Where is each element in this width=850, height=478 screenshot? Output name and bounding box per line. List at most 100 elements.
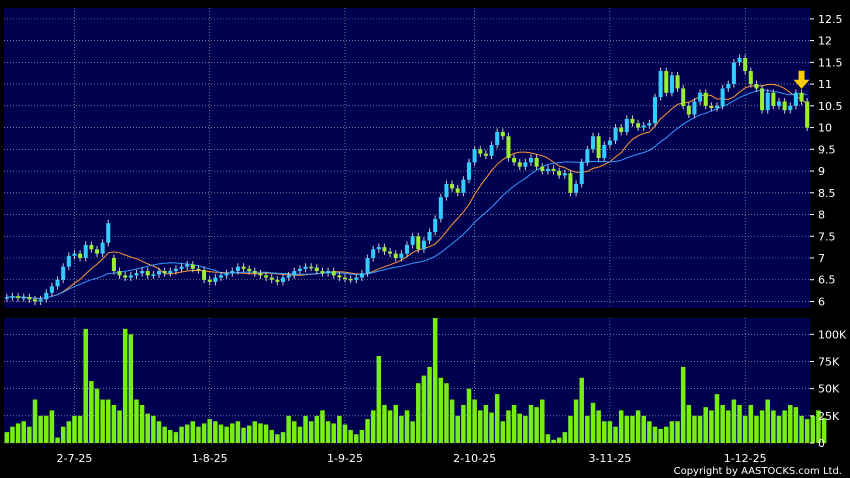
volume-bar: [190, 421, 196, 443]
volume-bar: [94, 388, 100, 443]
price-tick-label: 8: [818, 209, 825, 222]
candle-body: [393, 253, 398, 258]
volume-bar: [263, 424, 269, 443]
volume-bar: [703, 407, 708, 443]
volume-bar: [782, 410, 787, 443]
volume-bar: [342, 424, 348, 443]
volume-bar: [556, 437, 562, 443]
candle-body: [162, 271, 167, 274]
candle-body: [630, 118, 635, 124]
candle-body: [438, 197, 443, 219]
candle-body: [568, 173, 573, 193]
candle-body: [128, 275, 133, 278]
date-tick-label: 3-11-25: [588, 452, 631, 465]
candle-body: [641, 125, 646, 128]
candle-body: [145, 271, 150, 276]
volume-bar: [207, 419, 212, 443]
volume-bar: [726, 410, 731, 443]
candle-body: [275, 279, 280, 282]
volume-bar: [449, 399, 455, 443]
candle-body: [111, 258, 116, 272]
candle-body: [38, 299, 43, 302]
candle-body: [686, 105, 691, 115]
price-tick-label: 7: [818, 252, 825, 265]
candle-body: [185, 264, 190, 267]
volume-bar: [359, 429, 365, 443]
copyright-text: Copyright by AASTOCKS.com Ltd.: [673, 466, 842, 477]
volume-bar: [506, 410, 511, 443]
volume-bar: [32, 399, 38, 443]
candle-body: [607, 140, 612, 145]
candle-body: [410, 236, 415, 245]
volume-bar: [89, 381, 94, 443]
volume-bar: [821, 418, 827, 443]
candle-body: [421, 240, 426, 250]
candle-body: [427, 231, 432, 241]
arrow-down-icon: [793, 70, 810, 89]
volume-bar: [280, 432, 286, 443]
candle-body: [675, 75, 680, 89]
candle-body: [49, 286, 54, 293]
candle-body: [297, 268, 302, 272]
candle-body: [731, 62, 736, 85]
volume-bar: [489, 412, 494, 443]
volume-bar: [365, 419, 370, 443]
candle-body: [433, 218, 438, 232]
candle-body: [359, 273, 364, 278]
volume-bar: [658, 428, 663, 443]
candle-body: [726, 84, 731, 89]
volume-bar: [15, 423, 21, 443]
volume-bar: [218, 424, 224, 443]
volume-bar: [230, 423, 235, 443]
volume-tick-label: 75K: [818, 355, 840, 368]
price-tick-label: 9.5: [818, 143, 836, 156]
candle-body: [331, 271, 336, 276]
candle-body: [765, 92, 770, 111]
volume-bars: [4, 318, 827, 443]
candle-body: [224, 273, 229, 276]
volume-bar: [134, 399, 139, 443]
price-axis: 12.5 12 11.5 11 10.5 10 9.5 9 8.5 8 7.5 7 6.5 6: [810, 13, 843, 308]
candle-body: [292, 271, 297, 276]
candle-body: [280, 277, 286, 282]
candle-body: [196, 268, 201, 271]
volume-bar: [816, 410, 821, 443]
volume-tick-label: 100K: [818, 328, 847, 341]
candle-body: [782, 101, 787, 111]
volume-bar: [438, 377, 444, 443]
candle-body: [703, 92, 708, 106]
volume-bar: [714, 394, 720, 443]
volume-bar: [348, 429, 353, 443]
price-tick-label: 6.5: [818, 274, 836, 287]
candle-body: [478, 149, 483, 154]
candle-body: [652, 97, 658, 124]
candle-body: [743, 58, 748, 72]
volume-bar: [382, 404, 387, 443]
candle-body: [32, 299, 38, 302]
volume-bar: [754, 415, 759, 443]
candle-body: [337, 275, 342, 278]
candle-body: [78, 253, 83, 258]
candle-body: [461, 179, 466, 193]
candle-body: [286, 275, 291, 278]
volume-bar: [27, 426, 32, 443]
candle-body: [619, 127, 624, 132]
volume-bar: [669, 421, 675, 443]
volume-bar: [297, 426, 303, 443]
date-tick-label: 1-9-25: [327, 452, 363, 465]
volume-bar: [60, 426, 66, 443]
candle-body: [664, 71, 669, 93]
volume-bar: [292, 421, 297, 443]
candle-body: [596, 136, 601, 158]
price-tick-label: 10: [818, 122, 832, 135]
candle-body: [624, 118, 629, 132]
candle-body: [202, 270, 207, 280]
volume-bar: [77, 415, 83, 443]
volume-bar: [771, 410, 776, 443]
volume-bar: [201, 423, 207, 443]
volume-bar: [579, 377, 584, 443]
volume-bar: [235, 421, 241, 443]
price-tick-label: 10.5: [818, 100, 843, 113]
candle-body: [528, 158, 534, 163]
